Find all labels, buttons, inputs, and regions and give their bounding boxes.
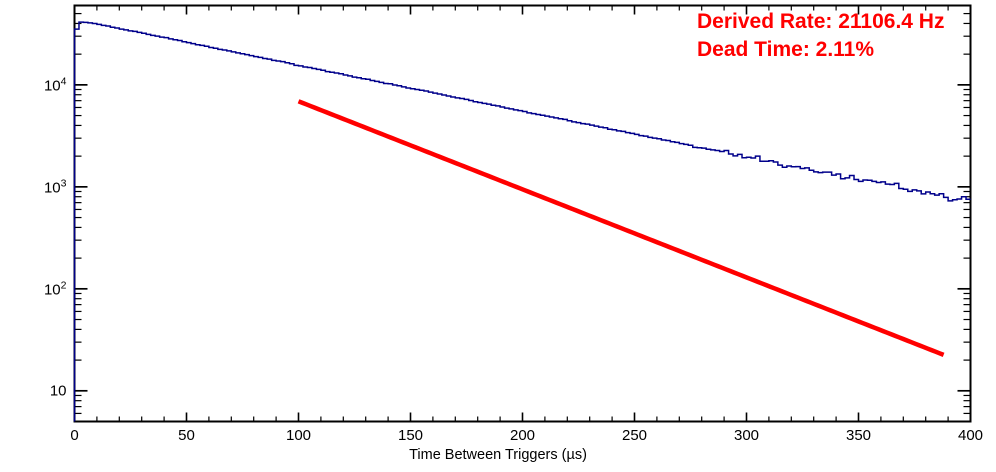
plot-frame (73, 4, 972, 423)
y-tick-label: 104 (0, 75, 67, 94)
x-tick-label: 150 (397, 426, 424, 444)
axis-ticks (73, 4, 972, 423)
x-tick-label: 200 (509, 426, 536, 444)
x-tick-label: 350 (845, 426, 872, 444)
x-tick-label: 50 (178, 426, 195, 444)
y-tick-label: 102 (0, 279, 67, 298)
histogram-series (73, 21, 971, 422)
y-tick-label: 10 (0, 382, 67, 399)
y-tick-exponent: 3 (60, 177, 67, 190)
x-axis-title: Time Between Triggers (µs) (409, 447, 587, 463)
y-tick-exponent: 4 (60, 75, 67, 88)
y-tick-base: 10 (43, 179, 61, 197)
y-tick-base: 10 (43, 77, 61, 95)
x-tick-label: 250 (621, 426, 648, 444)
x-tick-label: 100 (285, 426, 312, 444)
x-tick-label: 400 (957, 426, 984, 444)
x-tick-label: 300 (733, 426, 760, 444)
x-tick-label: 0 (70, 426, 79, 444)
y-tick-base: 10 (49, 382, 67, 400)
y-tick-base: 10 (43, 281, 61, 299)
y-tick-exponent: 2 (60, 279, 67, 292)
fit-line-series (297, 99, 945, 357)
y-tick-label: 103 (0, 177, 67, 196)
